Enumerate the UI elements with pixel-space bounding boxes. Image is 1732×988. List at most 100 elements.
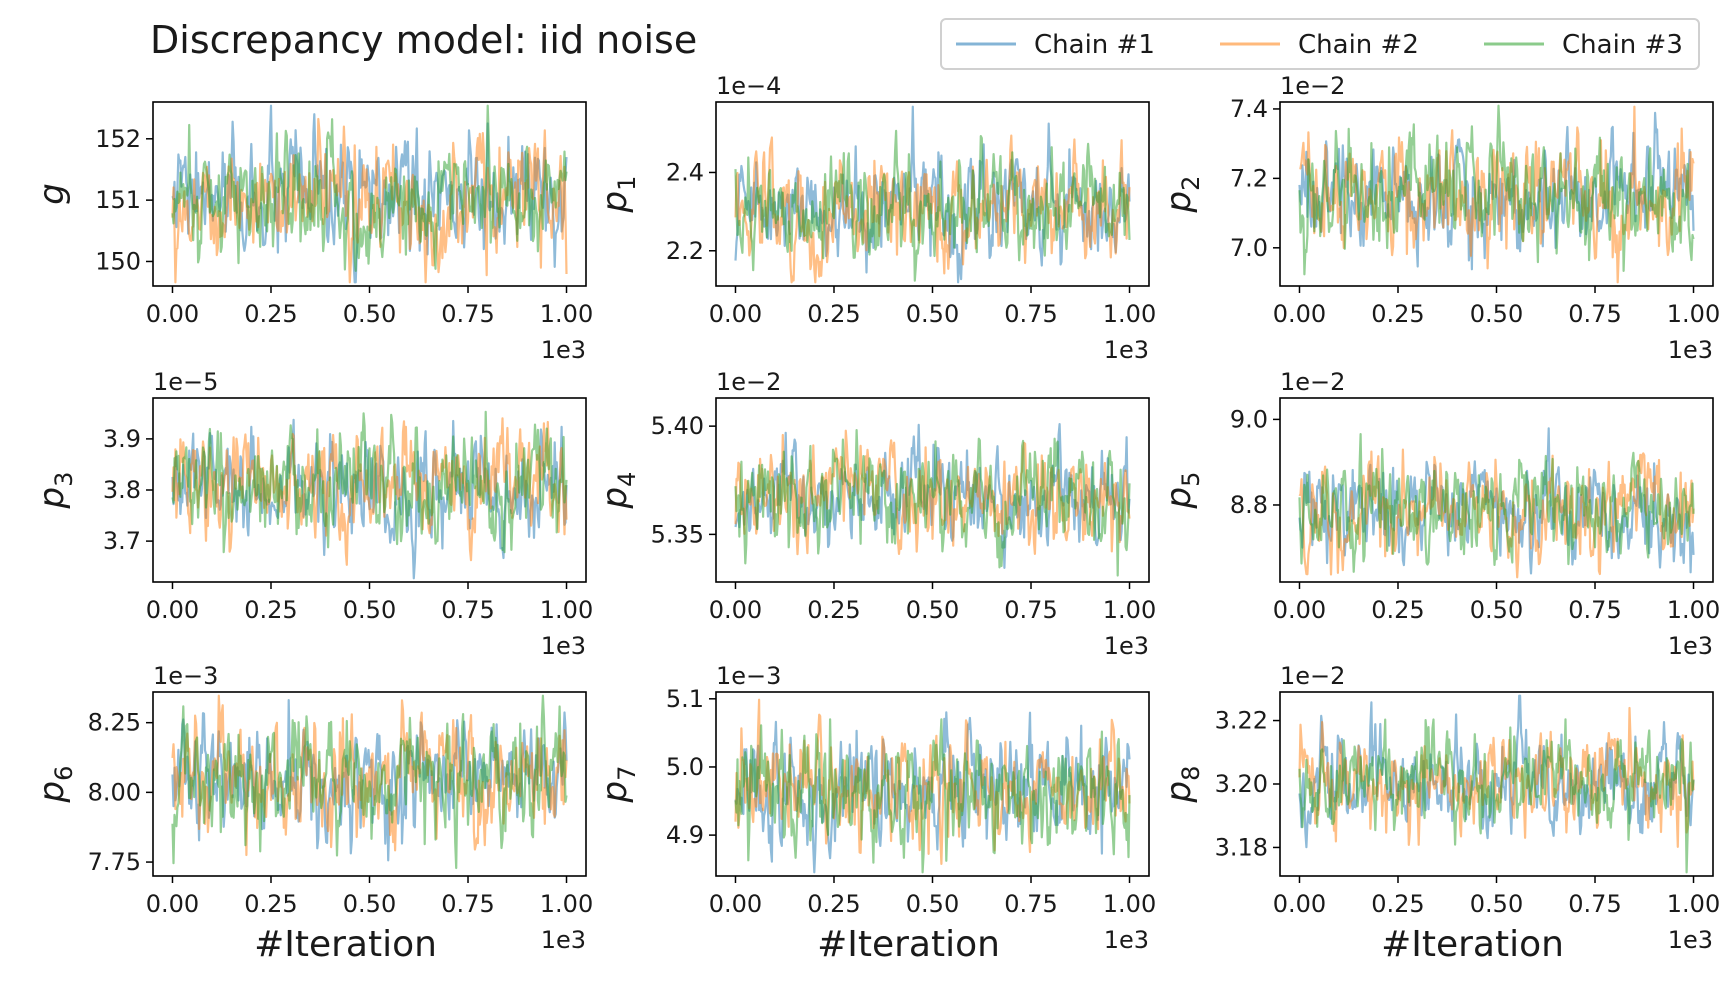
yaxis-multiplier-8: 1e−3 (716, 662, 781, 690)
yaxis-multiplier-3: 1e−2 (1280, 72, 1345, 100)
trace-6-chain1 (1298, 427, 1695, 575)
xaxis-multiplier-9: 1e3 (1668, 926, 1713, 954)
xtick-label-9-0: 0.00 (1273, 890, 1326, 918)
trace-3-chain2 (1299, 105, 1695, 284)
xtick-label-6-2: 0.50 (1470, 596, 1523, 624)
xtick-label-4-3: 0.75 (441, 596, 494, 624)
axes-frame-8 (715, 691, 1150, 877)
ytick-label-4-1: 3.8 (103, 476, 141, 504)
xtick-label-3-2: 0.50 (1470, 300, 1523, 328)
trace-1-chain1 (171, 104, 568, 284)
xtick-label-9-4: 1.00 (1667, 890, 1720, 918)
xtick-label-3-3: 0.75 (1568, 300, 1621, 328)
xtick-label-2-1: 0.25 (807, 300, 860, 328)
xtick-label-4-4: 1.00 (540, 596, 593, 624)
trace-5-chain3 (734, 429, 1131, 577)
yaxis-multiplier-5: 1e−2 (716, 368, 781, 396)
ytick-label-9-2: 3.22 (1215, 707, 1268, 735)
xtick-label-1-1: 0.25 (244, 300, 297, 328)
trace-4-chain2 (171, 417, 568, 566)
ylabel-3: p2 (1159, 176, 1205, 214)
ytick-label-8-0: 4.9 (666, 821, 704, 849)
axes-frame-5 (715, 397, 1150, 583)
ytick-label-9-1: 3.20 (1215, 770, 1268, 798)
trace-3-chain3 (1298, 104, 1695, 276)
ytick-label-7-1: 8.00 (88, 778, 141, 806)
trace-8-chain3 (734, 718, 1131, 874)
legend-swatches: Chain #1 Chain #2 Chain #3 (956, 30, 1683, 60)
xtick-label-3-1: 0.25 (1371, 300, 1424, 328)
axes-frame-3 (1279, 101, 1714, 287)
trace-2-chain1 (734, 105, 1131, 284)
ytick-label-3-0: 7.0 (1230, 234, 1268, 262)
xaxis-multiplier-4: 1e3 (541, 632, 586, 660)
xtick-label-8-2: 0.50 (906, 890, 959, 918)
xaxis-multiplier-8: 1e3 (1104, 926, 1149, 954)
trace-1-chain3 (171, 104, 568, 272)
xtick-label-6-4: 1.00 (1667, 596, 1720, 624)
trace-9-chain2 (1298, 706, 1695, 848)
yaxis-multiplier-4: 1e−5 (153, 368, 218, 396)
xtick-label-7-1: 0.25 (244, 890, 297, 918)
ytick-label-4-0: 3.7 (103, 527, 141, 555)
legend-label-chain3: Chain #3 (1562, 30, 1683, 60)
xtick-label-9-3: 0.75 (1568, 890, 1621, 918)
ylabel-1: g (32, 183, 72, 205)
xtick-label-4-1: 0.25 (244, 596, 297, 624)
xtick-label-6-3: 0.75 (1568, 596, 1621, 624)
trace-7-chain1 (171, 699, 568, 862)
trace-6-chain2 (1298, 448, 1695, 579)
xaxis-multiplier-2: 1e3 (1104, 336, 1149, 364)
xtick-label-5-3: 0.75 (1004, 596, 1057, 624)
xtick-label-2-4: 1.00 (1103, 300, 1156, 328)
yaxis-multiplier-7: 1e−3 (153, 662, 218, 690)
trace-8-chain1 (734, 711, 1131, 874)
xtick-label-2-0: 0.00 (709, 300, 762, 328)
trace-2-chain2 (734, 134, 1131, 284)
ytick-label-7-0: 7.75 (88, 848, 141, 876)
xtick-label-8-0: 0.00 (709, 890, 762, 918)
ytick-label-6-1: 9.0 (1230, 405, 1268, 433)
ytick-label-5-1: 5.40 (651, 412, 704, 440)
ytick-label-8-1: 5.0 (666, 753, 704, 781)
xtick-label-7-4: 1.00 (540, 890, 593, 918)
xtick-label-7-0: 0.00 (146, 890, 199, 918)
xlabel-8: #Iteration (817, 924, 1000, 965)
trace-7-chain3 (171, 694, 568, 870)
ytick-label-3-2: 7.4 (1230, 95, 1268, 123)
legend: Chain #1 Chain #2 Chain #3 (940, 18, 1700, 70)
ytick-label-6-0: 8.8 (1230, 491, 1268, 519)
xtick-label-8-3: 0.75 (1004, 890, 1057, 918)
yaxis-multiplier-9: 1e−2 (1280, 662, 1345, 690)
xtick-label-5-0: 0.00 (709, 596, 762, 624)
xtick-label-8-4: 1.00 (1103, 890, 1156, 918)
ytick-label-9-0: 3.18 (1215, 833, 1268, 861)
xtick-label-1-2: 0.50 (343, 300, 396, 328)
ylabel-7: p6 (32, 766, 78, 804)
trace-8-chain2 (734, 698, 1131, 865)
xtick-label-1-0: 0.00 (146, 300, 199, 328)
figure-title: Discrepancy model: iid noise (150, 18, 698, 62)
xaxis-multiplier-6: 1e3 (1668, 632, 1713, 660)
xtick-label-1-4: 1.00 (540, 300, 593, 328)
legend-label-chain2: Chain #2 (1298, 30, 1419, 60)
xtick-label-9-2: 0.50 (1470, 890, 1523, 918)
ytick-label-5-0: 5.35 (651, 520, 704, 548)
ytick-label-8-2: 5.1 (666, 685, 704, 713)
ytick-label-1-0: 150 (95, 247, 141, 275)
ytick-label-7-2: 8.25 (88, 709, 141, 737)
yaxis-multiplier-6: 1e−2 (1280, 368, 1345, 396)
ytick-label-3-1: 7.2 (1230, 164, 1268, 192)
trace-5-chain1 (734, 423, 1131, 569)
xtick-label-4-2: 0.50 (343, 596, 396, 624)
xtick-label-5-1: 0.25 (807, 596, 860, 624)
xtick-label-9-1: 0.25 (1371, 890, 1424, 918)
ytick-label-1-1: 151 (95, 186, 141, 214)
trace-5-chain2 (734, 429, 1131, 556)
xlabel-9: #Iteration (1381, 924, 1564, 965)
ytick-label-4-2: 3.9 (103, 425, 141, 453)
ytick-label-2-0: 2.2 (666, 237, 704, 265)
xtick-label-1-3: 0.75 (441, 300, 494, 328)
trace-7-chain2 (171, 694, 568, 857)
